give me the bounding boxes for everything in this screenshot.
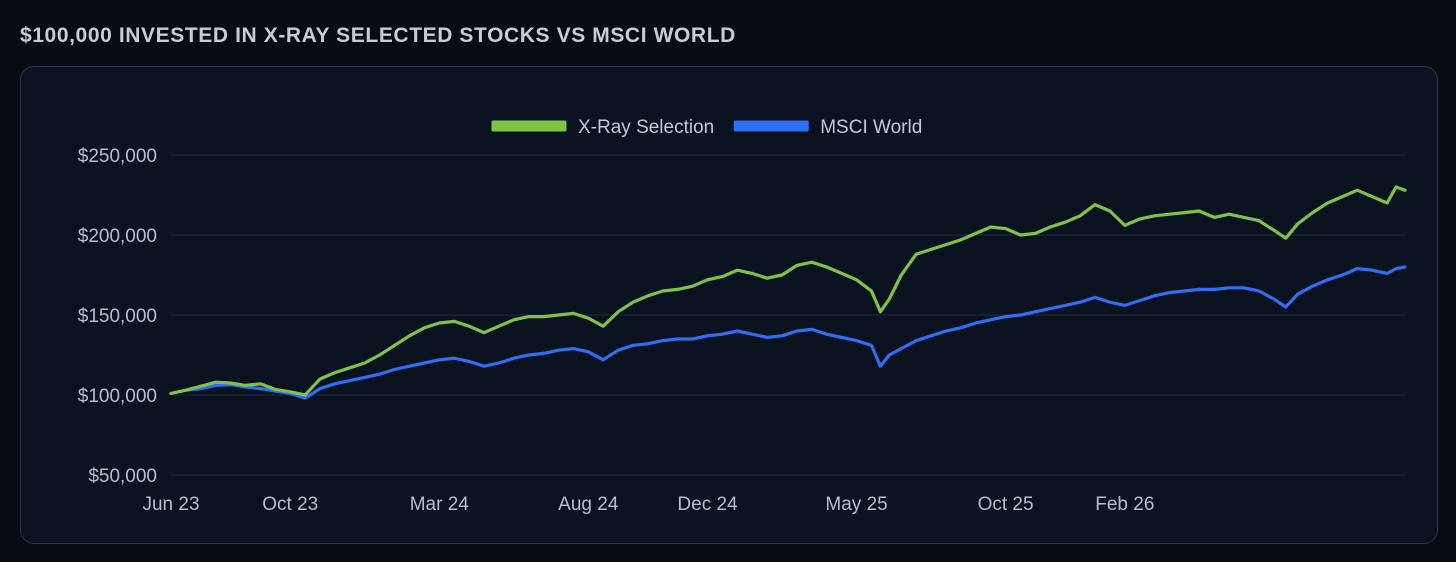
y-axis-ticks: $50,000 $100,000 $150,000 $200,000 $250,000 bbox=[78, 146, 157, 487]
x-tick-label: Aug 24 bbox=[558, 494, 619, 515]
chart-card: $50,000 $100,000 $150,000 $200,000 $250,000 … bbox=[20, 66, 1438, 544]
series-lines bbox=[169, 185, 1407, 400]
legend-swatch-msci-world bbox=[733, 120, 809, 132]
series-line-x-ray-selection bbox=[169, 185, 1407, 397]
x-tick-label: Feb 26 bbox=[1095, 494, 1154, 515]
legend-label-x-ray-selection: X-Ray Selection bbox=[578, 117, 714, 138]
x-tick-label: Mar 24 bbox=[410, 494, 470, 515]
y-tick-label: $150,000 bbox=[78, 306, 157, 327]
legend-swatch-x-ray-selection bbox=[491, 120, 567, 132]
y-tick-label: $200,000 bbox=[78, 226, 157, 247]
legend-label-msci-world: MSCI World bbox=[820, 117, 922, 138]
x-tick-label: Dec 24 bbox=[677, 494, 738, 515]
page-title: $100,000 INVESTED IN X-RAY SELECTED STOC… bbox=[20, 24, 736, 47]
x-tick-label: Jun 23 bbox=[142, 494, 199, 515]
x-tick-label: Oct 23 bbox=[262, 494, 318, 515]
x-tick-label: Oct 25 bbox=[978, 494, 1034, 515]
y-tick-label: $250,000 bbox=[78, 146, 157, 167]
y-tick-label: $100,000 bbox=[78, 386, 157, 407]
legend: X-Ray Selection MSCI World bbox=[491, 117, 922, 138]
line-chart: $50,000$100,000$150,000$200,000$250,000 … bbox=[78, 117, 1407, 515]
x-tick-label: May 25 bbox=[825, 494, 887, 515]
series-line-msci-world bbox=[169, 265, 1407, 400]
y-tick-label: $50,000 bbox=[88, 466, 157, 487]
grid-lines bbox=[171, 154, 1405, 476]
x-axis-ticks: Jun 23 Oct 23 Mar 24 Aug 24 Dec 24 May 25 Oct … bbox=[142, 494, 1154, 515]
